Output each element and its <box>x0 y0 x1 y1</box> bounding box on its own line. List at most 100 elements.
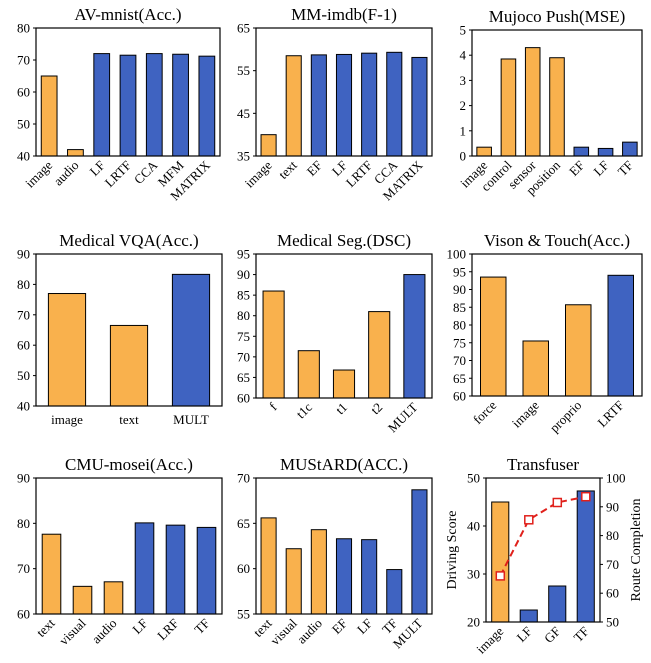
bar <box>573 146 590 157</box>
y-tick-label: 80 <box>17 21 30 36</box>
y-tick-label: 2 <box>460 98 467 113</box>
bar <box>332 369 356 399</box>
y-tick-label: 90 <box>17 471 30 486</box>
bar <box>361 539 378 615</box>
chart-title: Medical Seg.(DSC) <box>277 231 411 250</box>
route-completion-line <box>499 495 586 577</box>
y-tick-label: 75 <box>237 329 250 344</box>
x-tick-label: audio <box>89 616 120 647</box>
bar <box>310 529 327 615</box>
bar <box>165 524 186 615</box>
bar <box>622 141 638 157</box>
bar <box>40 75 58 157</box>
y-tick-label: 1 <box>460 123 467 138</box>
y-tick-label: 70 <box>17 307 30 322</box>
y-tick-label: 60 <box>453 389 466 404</box>
x-tick-label: EF <box>304 158 325 179</box>
x-tick-label: image <box>51 412 83 427</box>
x-tick-label: CCA <box>131 157 161 187</box>
y2-tick-label: 100 <box>606 471 626 486</box>
bar <box>411 489 428 615</box>
x-tick-label: TF <box>191 616 212 637</box>
bar <box>285 55 302 157</box>
y-tick-label: 40 <box>17 399 30 414</box>
bar <box>172 53 189 157</box>
plot-frame <box>255 253 433 399</box>
bar <box>285 548 302 615</box>
bar <box>491 501 510 623</box>
bar <box>386 569 403 615</box>
bar <box>522 340 549 397</box>
y-tick-label: 85 <box>453 300 466 315</box>
y-tick-label: 80 <box>237 308 250 323</box>
bar <box>67 149 84 157</box>
x-tick-label: LF <box>514 624 535 645</box>
x-tick-label: text <box>119 412 139 427</box>
chart-title: Vison & Touch(Acc.) <box>484 231 630 250</box>
x-tick-label: t1c <box>293 399 315 421</box>
bar <box>597 147 614 157</box>
y-tick-label: 60 <box>17 338 30 353</box>
y-axis-label: Driving Score <box>445 511 460 590</box>
chart-panel: Mujoco Push(MSE)012345imagecontrolsensor… <box>457 7 643 198</box>
y-tick-label: 4 <box>460 48 467 63</box>
bar <box>134 522 155 615</box>
bar <box>548 585 567 623</box>
bar <box>198 55 216 157</box>
bar <box>145 53 163 157</box>
y-tick-label: 55 <box>237 607 250 622</box>
y-tick-label: 60 <box>17 85 30 100</box>
bar <box>500 58 517 157</box>
x-tick-label: LF <box>590 158 611 179</box>
line-marker <box>552 497 563 508</box>
bar <box>476 146 492 157</box>
plot-frame <box>255 27 433 157</box>
y-tick-label: 70 <box>237 349 250 364</box>
chart-title: AV-mnist(Acc.) <box>74 5 181 24</box>
x-tick-label: MULT <box>173 412 209 427</box>
y-tick-label: 5 <box>460 23 467 38</box>
bar <box>411 56 428 157</box>
y-tick-label: 45 <box>237 106 250 121</box>
bar <box>335 538 353 615</box>
y-tick-label: 95 <box>237 247 250 262</box>
y2-tick-label: 50 <box>606 615 619 630</box>
y2-tick-label: 90 <box>606 499 619 514</box>
bar <box>171 273 211 407</box>
y-tick-label: 50 <box>17 117 30 132</box>
chart-title: Mujoco Push(MSE) <box>489 7 625 26</box>
y-tick-label: 60 <box>237 561 250 576</box>
y-tick-label: 70 <box>17 53 30 68</box>
x-tick-label: visual <box>56 615 89 648</box>
x-tick-label: image <box>509 397 542 430</box>
x-tick-label: TF <box>571 624 592 645</box>
bar <box>565 304 592 397</box>
x-tick-label: f <box>266 399 280 413</box>
bar <box>72 585 93 615</box>
plot-frame <box>255 477 433 615</box>
bar <box>47 293 87 407</box>
bar <box>368 311 391 399</box>
x-tick-label: MULT <box>385 399 421 435</box>
y-tick-label: 95 <box>453 264 466 279</box>
y-tick-label: 0 <box>460 149 467 164</box>
bar <box>607 274 634 397</box>
y-tick-label: 20 <box>467 615 480 630</box>
x-tick-label: audio <box>294 616 325 647</box>
x-tick-label: t2 <box>368 400 386 418</box>
bar <box>260 134 277 157</box>
bar <box>109 324 149 407</box>
plot-frame <box>485 477 601 623</box>
bar <box>524 47 541 157</box>
x-tick-label: EF <box>329 616 350 637</box>
x-tick-label: LRF <box>154 616 181 643</box>
bar <box>386 51 403 157</box>
x-tick-label: text <box>275 157 300 182</box>
bar <box>93 53 111 157</box>
x-tick-label: LF <box>129 616 150 637</box>
bar <box>41 533 62 615</box>
x-tick-label: proprio <box>547 398 585 436</box>
